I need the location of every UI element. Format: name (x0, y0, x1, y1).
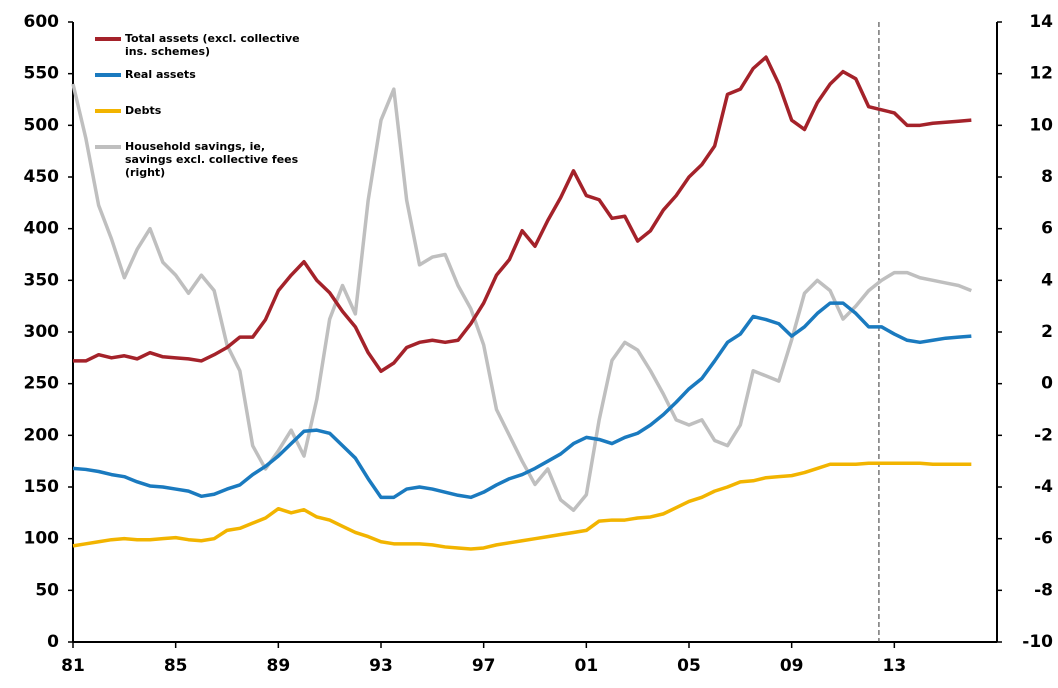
series-line (71, 83, 972, 512)
legend-label: Real assets (125, 68, 196, 81)
y-tick-label: 400 (24, 219, 60, 239)
x-tick-label: 97 (472, 656, 496, 676)
y2-tick-label: -10 (1022, 632, 1053, 652)
series-line (72, 301, 972, 500)
series-line (73, 55, 972, 374)
legend-swatch (95, 73, 121, 77)
x-tick-label: 81 (61, 656, 85, 676)
legend-swatch (95, 37, 121, 41)
y-tick-label: 350 (24, 270, 60, 290)
y-tick-label: 0 (47, 632, 59, 652)
legend-swatch (95, 145, 121, 149)
y-tick-label: 450 (24, 167, 60, 187)
x-tick-label: 89 (266, 656, 290, 676)
legend-item: Total assets (excl. collective ins. sche… (95, 32, 315, 68)
legend-label: Total assets (excl. collective ins. sche… (125, 32, 300, 58)
y2-tick-label: 12 (1029, 64, 1053, 84)
y2-tick-label: 8 (1041, 167, 1053, 187)
y2-tick-label: -8 (1034, 580, 1053, 600)
y-tick-label: 500 (24, 115, 60, 135)
y2-tick-label: -2 (1034, 425, 1053, 445)
y-tick-label: 100 (24, 529, 60, 549)
y2-tick-label: 0 (1041, 374, 1053, 394)
x-tick-label: 93 (369, 656, 393, 676)
y2-tick-label: 4 (1041, 270, 1053, 290)
y-tick-label: 550 (24, 64, 60, 84)
legend-item: Debts (95, 104, 315, 140)
legend-swatch (95, 109, 121, 113)
y-tick-label: 200 (24, 425, 60, 445)
x-tick-label: 85 (164, 656, 188, 676)
legend-item: Real assets (95, 68, 315, 104)
y-tick-label: 600 (24, 12, 60, 32)
series-line (72, 461, 972, 551)
y2-tick-label: -4 (1034, 477, 1053, 497)
legend-label: Debts (125, 104, 162, 117)
x-tick-label: 09 (780, 656, 804, 676)
y2-tick-label: 10 (1029, 115, 1053, 135)
y-tick-label: 300 (24, 322, 60, 342)
x-tick-label: 05 (677, 656, 701, 676)
y-tick-label: 250 (24, 374, 60, 394)
legend-label: Household savings, ie, savings excl. col… (125, 140, 299, 179)
y2-tick-label: -6 (1034, 529, 1053, 549)
y2-tick-label: 2 (1041, 322, 1053, 342)
legend-item: Household savings, ie, savings excl. col… (95, 140, 315, 179)
y-tick-label: 150 (24, 477, 60, 497)
x-tick-label: 01 (574, 656, 598, 676)
y2-tick-label: 6 (1041, 219, 1053, 239)
x-tick-label: 13 (882, 656, 906, 676)
y2-tick-label: 14 (1029, 12, 1053, 32)
legend: Total assets (excl. collective ins. sche… (95, 32, 315, 179)
y-tick-label: 50 (35, 580, 59, 600)
